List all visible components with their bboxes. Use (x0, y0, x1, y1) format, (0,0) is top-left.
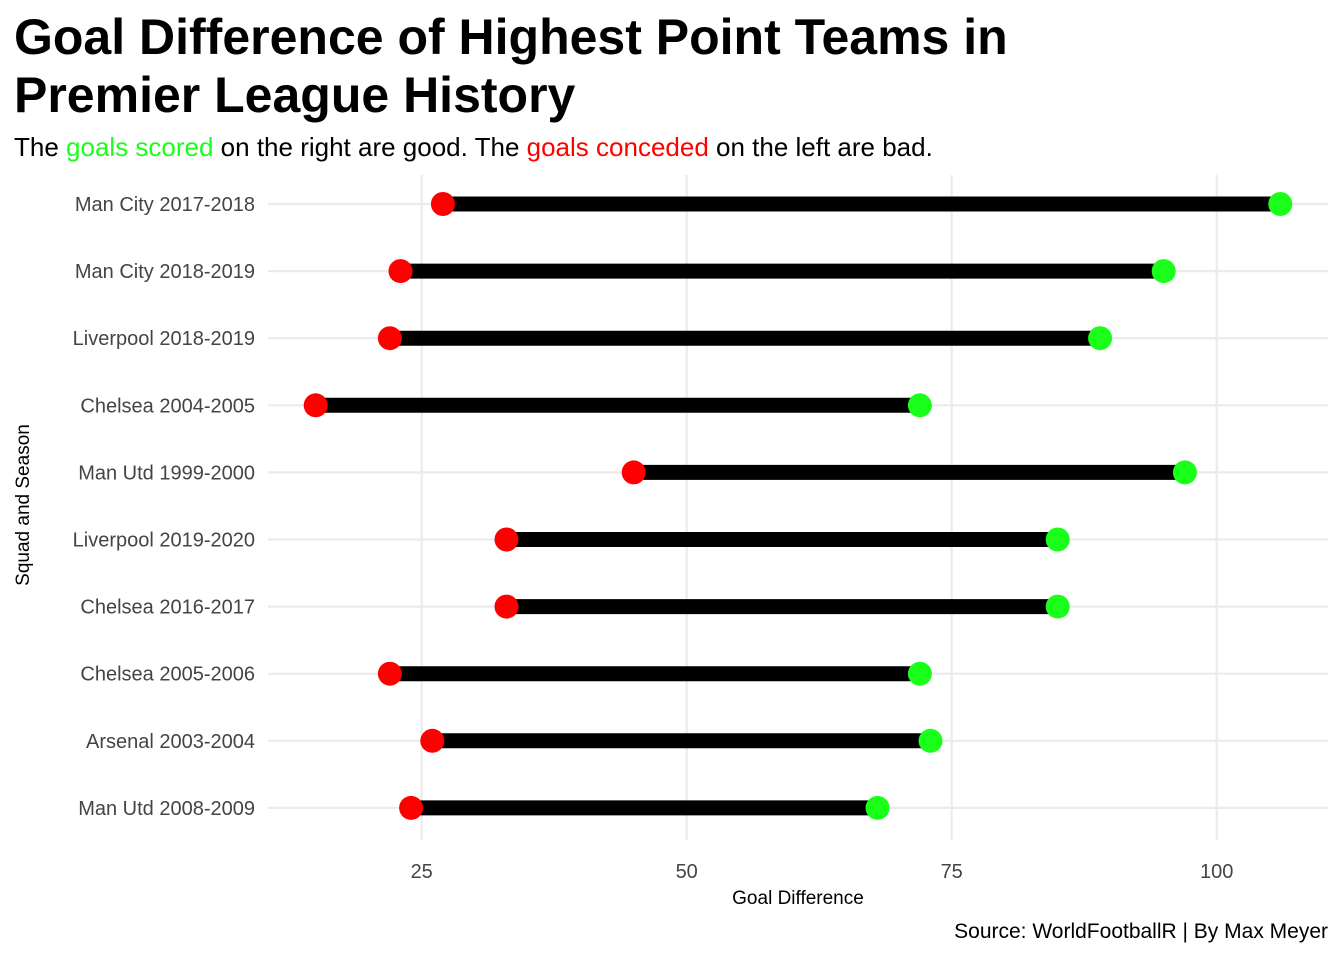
goals-scored-point (1268, 192, 1293, 216)
chart-title-line-1: Goal Difference of Highest Point Teams i… (14, 9, 1008, 65)
x-axis-title: Goal Difference (732, 888, 864, 909)
goals-conceded-point (494, 527, 519, 552)
chart-title-line-2: Premier League History (14, 67, 576, 123)
goals-conceded-point (494, 594, 519, 619)
y-tick-labels: Man City 2017-2018 Man City 2018-2019 Live… (73, 194, 255, 820)
y-tick-label: Liverpool 2018-2019 (73, 328, 255, 350)
points (303, 192, 1293, 820)
goals-scored-point (907, 393, 932, 418)
subtitle-part-3: on the left are bad. (708, 132, 933, 162)
goals-conceded-point (303, 393, 328, 418)
goals-conceded-point (399, 795, 424, 820)
x-tick-label: 25 (411, 861, 433, 883)
y-tick-label: Man Utd 2008-2009 (78, 798, 255, 820)
goals-scored-point (1172, 460, 1197, 485)
chart-title: Goal Difference of Highest Point Teams i… (14, 8, 1314, 124)
subtitle-part-1: The (14, 132, 67, 162)
subtitle-goals-conceded: goals conceded (526, 132, 709, 162)
goals-scored-point (865, 795, 890, 820)
goals-scored-point (1045, 594, 1070, 619)
goals-conceded-point (377, 661, 402, 686)
y-tick-label: Arsenal 2003-2004 (86, 731, 255, 753)
chart-caption: Source: WorldFootballR | By Max Meyer (954, 920, 1328, 943)
x-tick-labels: 25 50 75 100 (411, 861, 1234, 883)
y-tick-label: Chelsea 2016-2017 (80, 597, 255, 619)
goals-scored-point (918, 728, 943, 753)
goals-scored-point (1151, 259, 1176, 284)
goals-conceded-point (388, 259, 413, 284)
segments (315, 196, 1281, 816)
subtitle-goals-scored: goals scored (66, 132, 214, 162)
y-tick-label: Man City 2018-2019 (75, 261, 255, 283)
y-axis-title: Squad and Season (13, 424, 34, 586)
y-tick-label: Man Utd 1999-2000 (78, 462, 255, 484)
goals-conceded-point (621, 460, 646, 485)
goals-conceded-point (430, 192, 455, 216)
y-tick-label: Liverpool 2019-2020 (73, 530, 255, 552)
goals-scored-point (1045, 527, 1070, 552)
y-tick-label: Chelsea 2004-2005 (80, 395, 255, 417)
goals-scored-point (1088, 326, 1113, 351)
goals-conceded-point (420, 728, 445, 753)
x-tick-label: 50 (676, 861, 698, 883)
x-tick-label: 100 (1200, 861, 1233, 883)
goals-conceded-point (377, 326, 402, 351)
x-tick-label: 75 (941, 861, 963, 883)
y-tick-label: Man City 2017-2018 (75, 194, 255, 216)
y-tick-label: Chelsea 2005-2006 (80, 664, 255, 686)
chart-subtitle: The goals scored on the right are good. … (14, 131, 933, 163)
subtitle-part-2: on the right are good. The (213, 132, 527, 162)
goals-scored-point (907, 661, 932, 686)
